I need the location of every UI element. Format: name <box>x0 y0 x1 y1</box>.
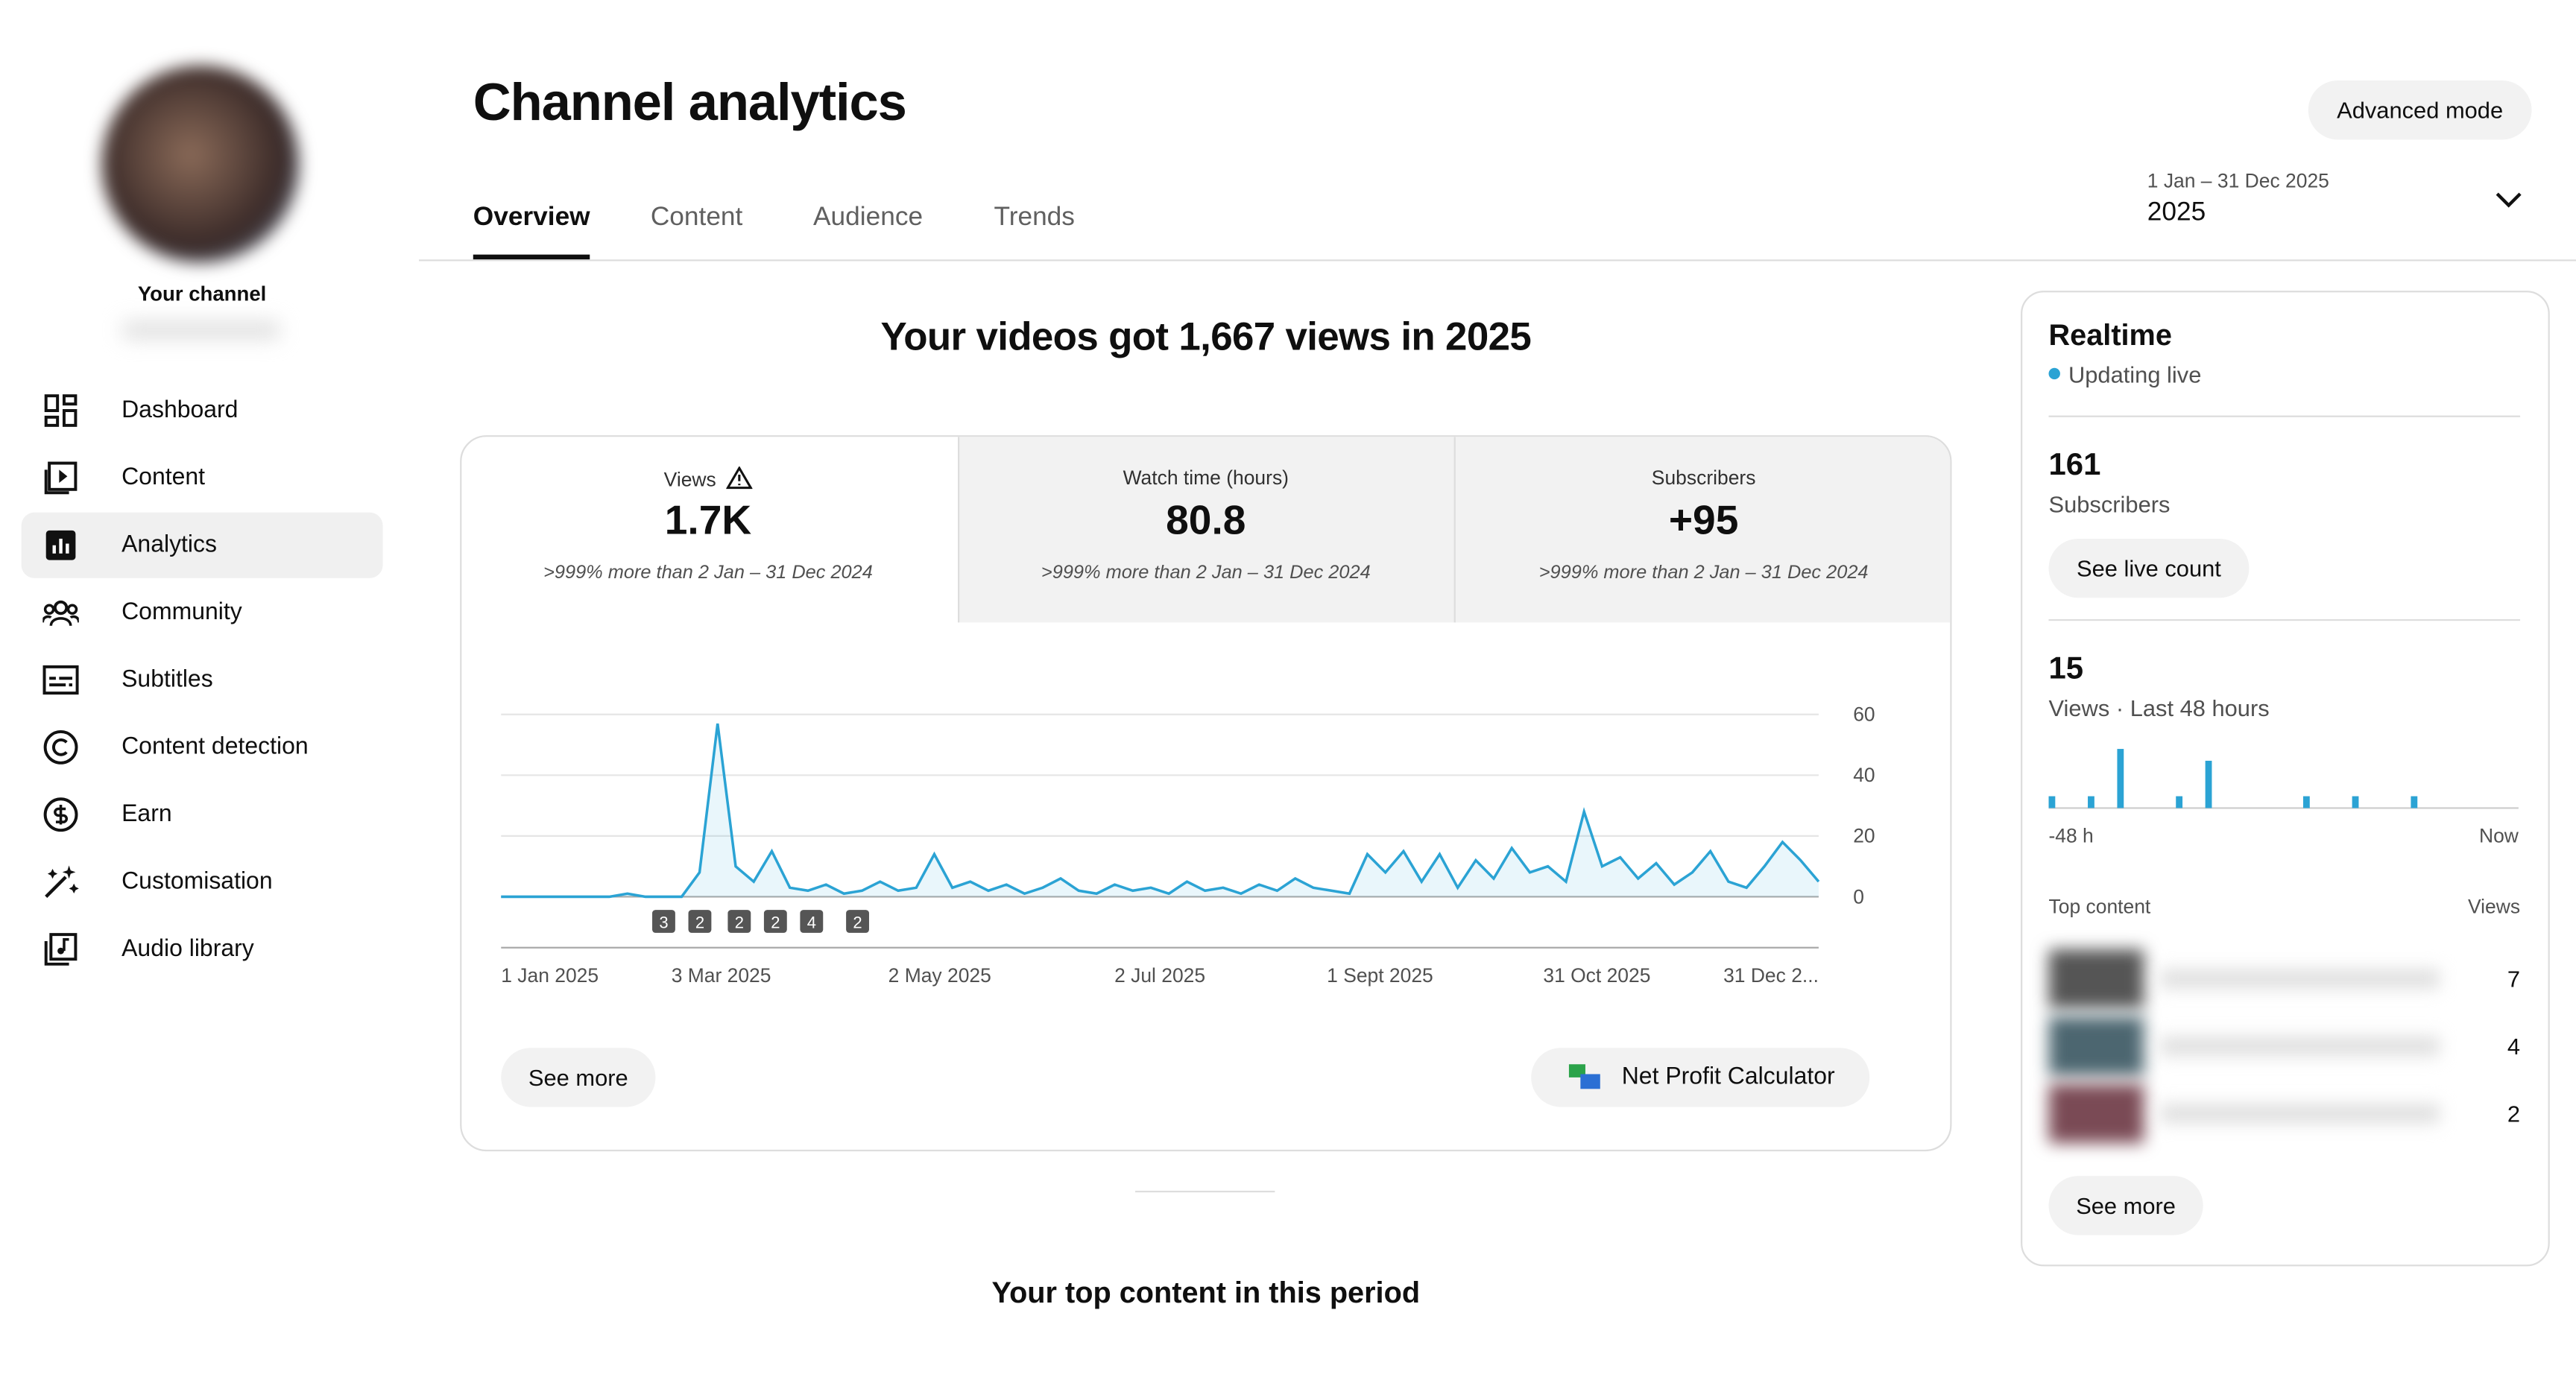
nav-item[interactable]: Content <box>22 445 383 510</box>
top-content-views: 2 <box>2507 1100 2521 1127</box>
realtime-title: Realtime <box>2048 318 2172 352</box>
nav-icon <box>44 933 78 966</box>
header-divider <box>419 259 2576 262</box>
thumbnail-blurred[interactable] <box>2048 949 2144 1009</box>
subscriber-count: 161 <box>2048 448 2101 484</box>
nav-icon <box>42 600 79 627</box>
top-content-heading: Your top content in this period <box>991 1276 1421 1309</box>
metric-comparison: >999% more than 2 Jan – 31 Dec 2024 <box>1538 563 1869 583</box>
nav-icon <box>45 865 79 898</box>
realtime-card <box>2021 291 2550 1267</box>
metric[interactable]: Subscribers +95 >999% more than 2 Jan – 31… <box>1456 435 1952 621</box>
advanced-mode-button[interactable]: Advanced mode <box>2308 80 2532 140</box>
nav-item[interactable]: Analytics <box>21 512 383 578</box>
top-content-column: Views <box>2468 895 2521 919</box>
calculator-label: Net Profit Calculator <box>1621 1064 1835 1091</box>
warning-icon[interactable] <box>725 466 753 490</box>
views-label: Views · Last 48 hours <box>2048 694 2270 721</box>
top-content-label: Top content <box>2048 895 2151 919</box>
tab-underline <box>473 254 590 260</box>
calculator-button[interactable]: Net Profit Calculator <box>1531 1048 1870 1107</box>
tab[interactable]: Audience <box>813 203 924 232</box>
nav-item[interactable]: Subtitles <box>22 647 383 712</box>
headline: Your videos got 1,667 views in 2025 <box>880 315 1532 360</box>
metric-label-text: Views <box>663 468 716 492</box>
tab[interactable]: Content <box>650 203 743 232</box>
channel-label: Your channel <box>137 282 267 306</box>
nav-item[interactable]: Customisation <box>22 849 383 915</box>
nav-label: Earn <box>121 801 172 828</box>
live-dot <box>2048 367 2060 380</box>
tab[interactable]: Trends <box>994 203 1075 232</box>
nav-label: Content <box>121 464 206 492</box>
nav-label: Content detection <box>121 734 309 761</box>
title-blurred <box>2160 1036 2440 1057</box>
channel-name-blurred <box>123 322 280 339</box>
date-range-value[interactable]: 2025 <box>2147 198 2206 227</box>
page-title: Channel analytics <box>473 72 907 132</box>
calculator-icon <box>1569 1064 1601 1089</box>
metric-value: +95 <box>1668 497 1739 544</box>
nav-label: Dashboard <box>121 397 239 424</box>
see-more-button[interactable]: See more <box>501 1048 656 1107</box>
divider <box>1135 1190 1275 1193</box>
rt-divider <box>2048 618 2521 621</box>
nav-icon <box>45 530 76 560</box>
rt-divider <box>2048 415 2521 417</box>
nav-label: Analytics <box>121 532 218 559</box>
nav-icon <box>44 394 78 427</box>
nav-icon <box>43 730 78 765</box>
subscriber-label: Subscribers <box>2048 491 2171 518</box>
thumbnail-blurred[interactable] <box>2048 1016 2144 1076</box>
title-blurred <box>2160 1104 2440 1124</box>
dropdown-icon[interactable] <box>2493 189 2525 212</box>
nav-icon <box>43 797 78 832</box>
overview-card <box>460 435 1952 1152</box>
title-blurred <box>2160 969 2440 989</box>
metric-value: 80.8 <box>1166 497 1246 544</box>
views-count: 15 <box>2048 652 2084 687</box>
nav-label: Audio library <box>121 936 254 963</box>
metric-value: 1.7K <box>664 497 752 544</box>
nav-label: Subtitles <box>121 666 213 694</box>
top-content-views: 7 <box>2507 966 2521 993</box>
realtime-see-more[interactable]: See more <box>2048 1176 2203 1235</box>
avatar[interactable] <box>101 66 300 263</box>
nav-item[interactable]: Dashboard <box>22 378 383 443</box>
metric-label: Subscribers <box>1651 466 1756 490</box>
nav-label: Community <box>121 599 242 626</box>
nav-icon <box>44 461 78 495</box>
metric-comparison: >999% more than 2 Jan – 31 Dec 2024 <box>1041 563 1371 583</box>
metric-label: Views <box>460 466 956 491</box>
metric-label: Watch time (hours) <box>1123 466 1289 490</box>
nav-item[interactable]: Community <box>22 580 383 645</box>
metric-sep <box>1453 437 1456 623</box>
realtime-status: Updating live <box>2068 361 2202 388</box>
metric[interactable]: Views 1.7K >999% more than 2 Jan – 31 Dec … <box>460 435 956 621</box>
live-count-button[interactable]: See live count <box>2048 538 2250 598</box>
nav-item[interactable]: Audio library <box>22 917 383 982</box>
tab[interactable]: Overview <box>473 203 590 232</box>
thumbnail-blurred[interactable] <box>2048 1083 2144 1144</box>
nav-item[interactable]: Earn <box>22 782 383 847</box>
date-range-label: 1 Jan – 31 Dec 2025 <box>2147 169 2329 192</box>
top-content-views: 4 <box>2507 1033 2521 1060</box>
nav-item[interactable]: Content detection <box>22 715 383 780</box>
nav-label: Customisation <box>121 868 273 896</box>
nav-icon <box>42 665 79 695</box>
metric[interactable]: Watch time (hours) 80.8 >999% more than 2 … <box>958 435 1454 621</box>
metric-comparison: >999% more than 2 Jan – 31 Dec 2024 <box>543 563 873 583</box>
